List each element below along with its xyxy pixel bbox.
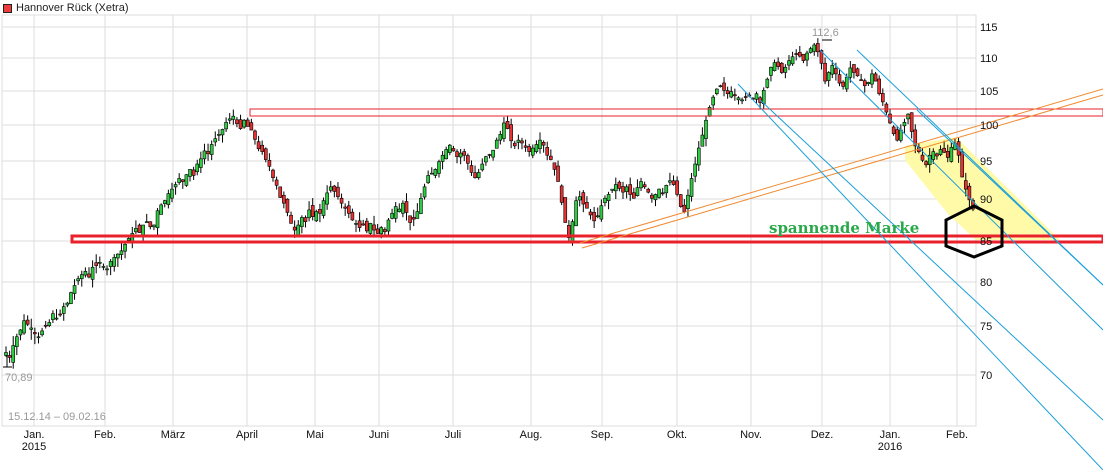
max-value-label: 112,6 bbox=[812, 27, 839, 39]
x-tick-label: Jan. bbox=[24, 429, 45, 441]
y-tick-label: 80 bbox=[980, 277, 992, 289]
chart-legend: Hannover Rück (Xetra) bbox=[3, 1, 129, 15]
legend-label: Hannover Rück (Xetra) bbox=[16, 2, 129, 14]
y-tick-label: 90 bbox=[980, 194, 992, 206]
x-tick-label: Mai bbox=[306, 429, 324, 441]
y-tick-label: 75 bbox=[980, 321, 992, 333]
min-value-label: 70,89 bbox=[5, 372, 33, 384]
y-tick-label: 70 bbox=[980, 370, 992, 382]
x-tick-year: 2015 bbox=[22, 441, 46, 453]
x-tick-label: Juli bbox=[445, 429, 462, 441]
x-tick-label: Aug. bbox=[520, 429, 543, 441]
x-tick-label: Sep. bbox=[591, 429, 614, 441]
x-tick-label: Jan. bbox=[880, 429, 901, 441]
x-tick-label: Okt. bbox=[667, 429, 687, 441]
x-tick-year: 2016 bbox=[878, 441, 902, 453]
x-tick-label: Nov. bbox=[740, 429, 762, 441]
legend-swatch bbox=[3, 3, 12, 13]
channel-fill bbox=[905, 137, 1060, 240]
x-tick-label: Juni bbox=[369, 429, 389, 441]
y-tick-label: 85 bbox=[980, 236, 992, 248]
y-tick-label: 95 bbox=[980, 156, 992, 168]
y-tick-label: 110 bbox=[980, 53, 998, 65]
x-tick-label: Feb. bbox=[946, 429, 968, 441]
y-axis: 70 75 80 85 90 95 100 105 110 115 bbox=[980, 22, 998, 382]
x-tick-label: April bbox=[236, 429, 258, 441]
y-tick-label: 115 bbox=[980, 22, 998, 34]
y-tick-label: 100 bbox=[980, 120, 998, 132]
drawing-overlays bbox=[3, 39, 1103, 470]
x-tick-label: Feb. bbox=[94, 429, 116, 441]
annotation-text: spannende Marke bbox=[769, 219, 919, 237]
y-tick-label: 105 bbox=[980, 86, 998, 98]
grid-lines bbox=[1, 14, 977, 427]
x-tick-label: März bbox=[161, 429, 185, 441]
hexagon-marker bbox=[944, 204, 1004, 259]
x-tick-label: Dez. bbox=[811, 429, 834, 441]
date-range-label: 15.12.14 – 09.02.16 bbox=[8, 411, 106, 423]
